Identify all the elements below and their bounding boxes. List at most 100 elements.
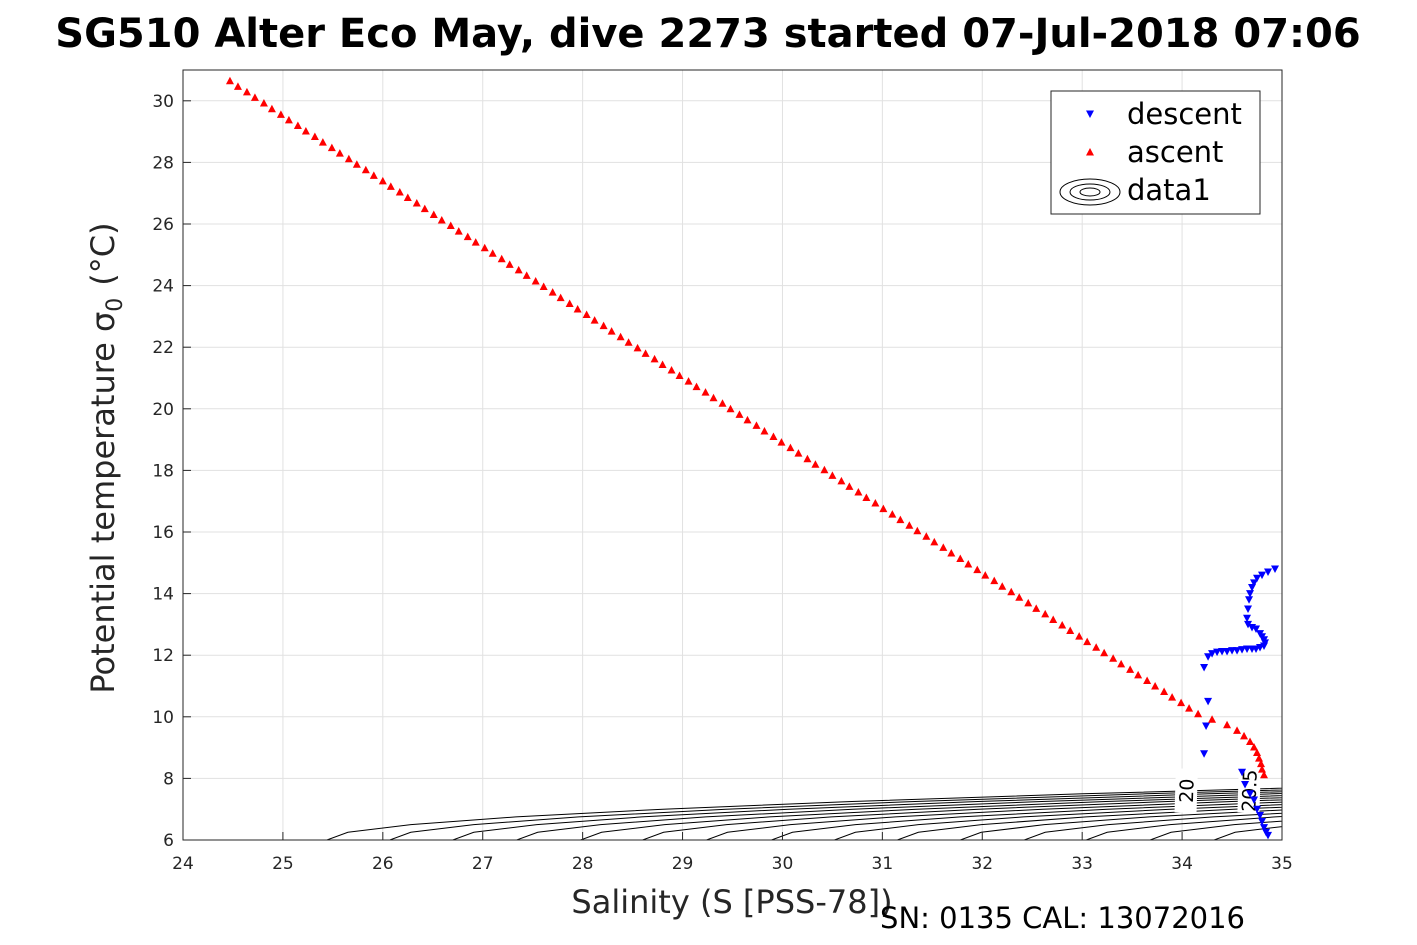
ascent-point (1117, 659, 1126, 668)
grid-lines (182, 70, 1283, 841)
x-tick-label: 30 (772, 854, 794, 874)
ascent-point (786, 443, 795, 452)
ascent-point (352, 160, 361, 168)
descent-point (1258, 571, 1267, 580)
descent-point (1260, 824, 1269, 832)
ascent-point (990, 576, 999, 585)
ascent-point (1134, 670, 1143, 679)
y-axis-label-subscript: 0 (103, 298, 128, 312)
ascent-point (981, 571, 990, 579)
ascent-point (250, 93, 259, 101)
legend-contour-symbol (1059, 178, 1121, 206)
ascent-point (327, 143, 336, 152)
ascent-point (1092, 643, 1101, 651)
ascent-point (565, 299, 574, 307)
descent-point (1246, 790, 1255, 798)
descent-point (1250, 579, 1259, 587)
ascent-point (1041, 609, 1050, 618)
descent-point (1246, 590, 1255, 598)
ascent-point (488, 249, 497, 257)
y-tick-label: 12 (152, 646, 174, 666)
ascent-point (888, 510, 897, 518)
ascent-point (242, 87, 251, 96)
ascent-point (998, 582, 1007, 590)
ascent-point (667, 365, 676, 374)
x-tick-label: 29 (672, 854, 694, 874)
ascent-point (922, 532, 931, 540)
x-tick-label: 25 (272, 854, 294, 874)
ascent-point (1194, 709, 1203, 718)
ascent-point (828, 471, 837, 479)
ascent-point (794, 449, 803, 457)
x-axis-ticks: 24 25 26 27 28 29 30 31 32 33 34 35 (172, 832, 1293, 874)
legend-ascent-label: ascent (1127, 135, 1223, 169)
ascent-point (1075, 632, 1084, 640)
descent-series (1200, 565, 1280, 840)
ascent-point (556, 293, 565, 302)
descent-point (1250, 796, 1259, 804)
ascent-point (675, 371, 684, 380)
contour-label: 20 (1176, 778, 1199, 803)
ascent-point (701, 388, 710, 396)
ascent-point (624, 338, 633, 346)
ascent-point (437, 215, 446, 224)
ascent-point (837, 476, 846, 485)
ascent-point (395, 187, 404, 196)
descent-point (1204, 697, 1213, 706)
y-tick-label: 10 (152, 708, 174, 728)
ascent-point (480, 243, 489, 252)
y-tick-label: 16 (152, 523, 174, 543)
ascent-point (471, 238, 480, 246)
descent-point (1258, 818, 1267, 826)
ascent-point (386, 182, 395, 190)
ascent-point (633, 343, 642, 352)
descent-point (1241, 781, 1250, 789)
data-series (225, 76, 1280, 840)
ascent-point (301, 126, 310, 135)
ascent-point (582, 310, 591, 319)
descent-point (1264, 831, 1273, 840)
ascent-point (378, 176, 387, 185)
ascent-point (811, 460, 820, 468)
ascent-point (1257, 759, 1266, 768)
ascent-point (709, 393, 718, 402)
ascent-point (335, 149, 344, 157)
y-axis-label-main: Potential temperature σ (84, 312, 122, 694)
ascent-point (1208, 715, 1217, 723)
legend-contour-symbol (1079, 187, 1101, 197)
ascent-point (1160, 687, 1169, 696)
legend-descent-label: descent (1127, 97, 1242, 131)
y-axis-label-unit: (°C) (84, 222, 122, 285)
descent-point (1200, 750, 1209, 758)
ascent-point (1066, 626, 1075, 635)
ascent-point (641, 349, 650, 357)
ascent-point (803, 454, 812, 463)
ascent-point (1260, 770, 1269, 779)
legend-items: descent ascent data1 (1059, 97, 1242, 207)
ascent-point (718, 399, 727, 407)
ascent-point (412, 199, 421, 207)
descent-point (1253, 574, 1262, 583)
ascent-point (454, 227, 463, 235)
ascent-point (1015, 593, 1024, 601)
ascent-point (1126, 665, 1135, 673)
descent-point (1264, 568, 1273, 577)
ascent-point (463, 232, 472, 241)
contour-label-background (1174, 768, 1198, 814)
x-tick-label: 33 (1071, 854, 1093, 874)
ascent-point (769, 432, 778, 441)
ascent-point (1109, 654, 1118, 662)
y-tick-label: 30 (152, 92, 174, 112)
ascent-point (956, 554, 965, 562)
descent-point (1244, 620, 1253, 629)
ascent-point (539, 282, 548, 291)
ascent-point (820, 465, 829, 474)
ascent-point (930, 537, 939, 546)
ascent-point (310, 132, 319, 141)
ascent-point (1032, 604, 1041, 612)
ascent-point (276, 110, 285, 118)
descent-point (1256, 811, 1265, 820)
ascent-point (1250, 742, 1259, 751)
x-tick-label: 24 (172, 854, 194, 874)
ascent-point (531, 276, 540, 285)
